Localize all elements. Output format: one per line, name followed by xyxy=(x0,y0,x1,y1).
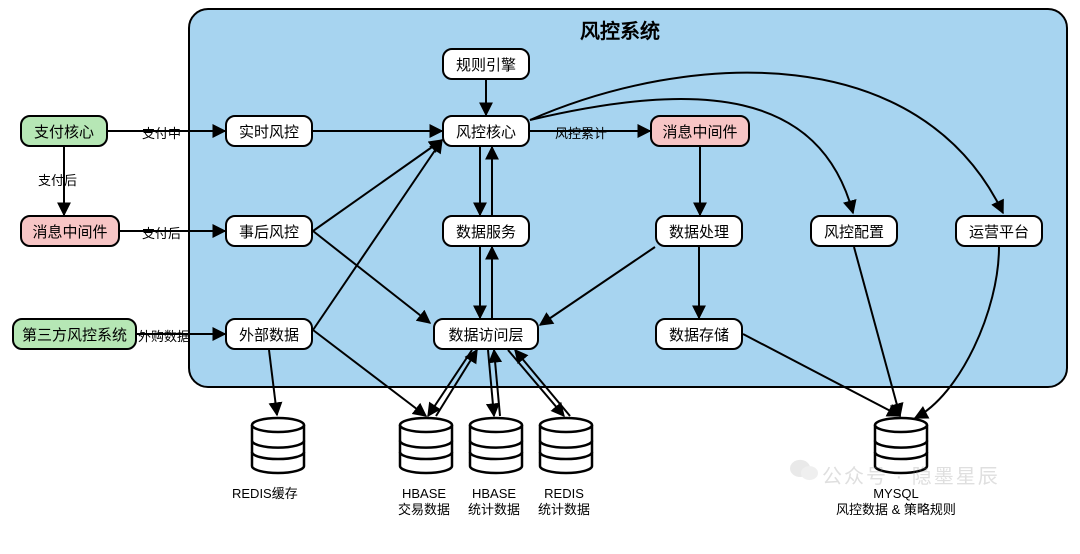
diagram-canvas: 风控系统 支付核心消息中间件第三方风控系统规则引擎实时风控风控核心消息中间件事后… xyxy=(0,0,1080,554)
node-external: 外部数据 xyxy=(225,318,313,350)
node-data_access: 数据访问层 xyxy=(433,318,539,350)
node-risk_config: 风控配置 xyxy=(810,215,898,247)
db-hbase_stat xyxy=(470,418,522,473)
node-data_process: 数据处理 xyxy=(655,215,743,247)
node-realtime: 实时风控 xyxy=(225,115,313,147)
db-label-redis_stat: REDIS统计数据 xyxy=(538,486,590,517)
edge-label-0: 支付中 xyxy=(142,123,181,142)
node-pay_core: 支付核心 xyxy=(20,115,108,147)
edge-label-3: 外购数据 xyxy=(138,326,190,345)
node-data_service: 数据服务 xyxy=(442,215,530,247)
node-ops: 运营平台 xyxy=(955,215,1043,247)
edge-label-2: 支付后 xyxy=(142,223,181,242)
system-container xyxy=(188,8,1068,388)
node-post: 事后风控 xyxy=(225,215,313,247)
node-data_store: 数据存储 xyxy=(655,318,743,350)
db-redis_cache xyxy=(252,418,304,473)
node-mq_right: 消息中间件 xyxy=(650,115,750,147)
db-label-hbase_stat: HBASE统计数据 xyxy=(468,486,520,517)
watermark-text: 公众号 · 隐墨星辰 xyxy=(822,460,1000,489)
container-title: 风控系统 xyxy=(580,15,660,44)
db-label-hbase_tx: HBASE交易数据 xyxy=(398,486,450,517)
node-rule_engine: 规则引擎 xyxy=(442,48,530,80)
node-third_party: 第三方风控系统 xyxy=(12,318,137,350)
db-label-redis_cache: REDIS缓存 xyxy=(232,486,298,502)
db-redis_stat xyxy=(540,418,592,473)
db-label-mysql: MYSQL风控数据 & 策略规则 xyxy=(836,486,956,517)
edge-label-1: 支付后 xyxy=(38,170,77,189)
node-mq_left: 消息中间件 xyxy=(20,215,120,247)
watermark-wechat-icon xyxy=(790,458,818,487)
node-core: 风控核心 xyxy=(442,115,530,147)
db-hbase_tx xyxy=(400,418,452,473)
edge-label-4: 风控累计 xyxy=(555,123,607,142)
